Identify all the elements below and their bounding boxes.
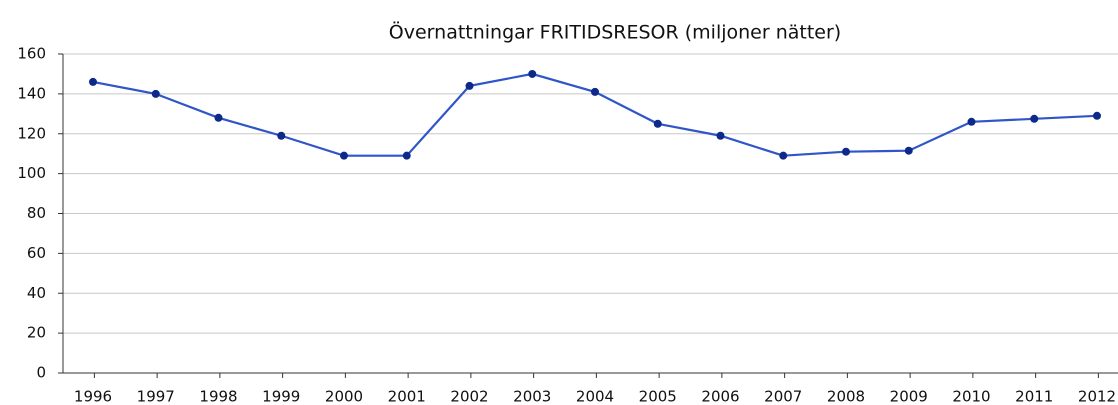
x-tick-label: 2007 (764, 388, 802, 405)
y-tick-label: 100 (17, 164, 46, 182)
x-tick-label: 2006 (701, 388, 739, 405)
x-tick-label: 2009 (890, 388, 928, 405)
x-tick-label: 1997 (137, 388, 175, 405)
x-tick-label: 2001 (388, 388, 426, 405)
line-series (92, 72, 1098, 157)
data-point (465, 81, 474, 90)
y-tick-label: 120 (17, 124, 46, 142)
data-point (904, 146, 913, 155)
data-point (402, 151, 411, 160)
data-point (653, 119, 662, 128)
y-tick-label: 60 (27, 244, 46, 262)
data-point (1030, 114, 1039, 123)
data-point (967, 117, 976, 126)
data-point (214, 113, 223, 122)
data-point (151, 89, 160, 98)
x-tick-label: 2011 (1015, 388, 1053, 405)
x-tick-label: 2012 (1078, 388, 1116, 405)
x-tick-label: 2010 (952, 388, 990, 405)
y-tick-label: 160 (17, 45, 46, 63)
data-point (591, 87, 599, 96)
y-tick-label: 20 (27, 324, 46, 342)
data-point (716, 131, 725, 140)
chart-title: Övernattningar FRITIDSRESOR (miljoner nä… (389, 21, 841, 44)
data-point (340, 151, 348, 160)
x-tick-label: 1996 (74, 388, 112, 405)
data-point (1093, 111, 1101, 120)
x-tick-label: 2004 (576, 388, 614, 405)
x-tick-label: 2000 (325, 388, 363, 405)
x-tick-label: 1999 (262, 388, 300, 405)
x-tick-label: 2002 (450, 388, 488, 405)
y-tick-label: 0 (36, 364, 46, 382)
data-point (842, 147, 850, 156)
data-point (779, 151, 788, 160)
y-tick-label: 80 (27, 204, 46, 222)
x-tick-label: 1998 (199, 388, 237, 405)
x-tick-label: 2008 (827, 388, 865, 405)
x-tick-label: 2003 (513, 388, 551, 405)
data-point (89, 77, 97, 86)
x-tick-label: 2005 (639, 388, 677, 405)
data-point (528, 69, 537, 78)
y-tick-label: 140 (17, 84, 46, 102)
data-point (277, 131, 286, 140)
y-tick-label: 40 (27, 284, 46, 302)
